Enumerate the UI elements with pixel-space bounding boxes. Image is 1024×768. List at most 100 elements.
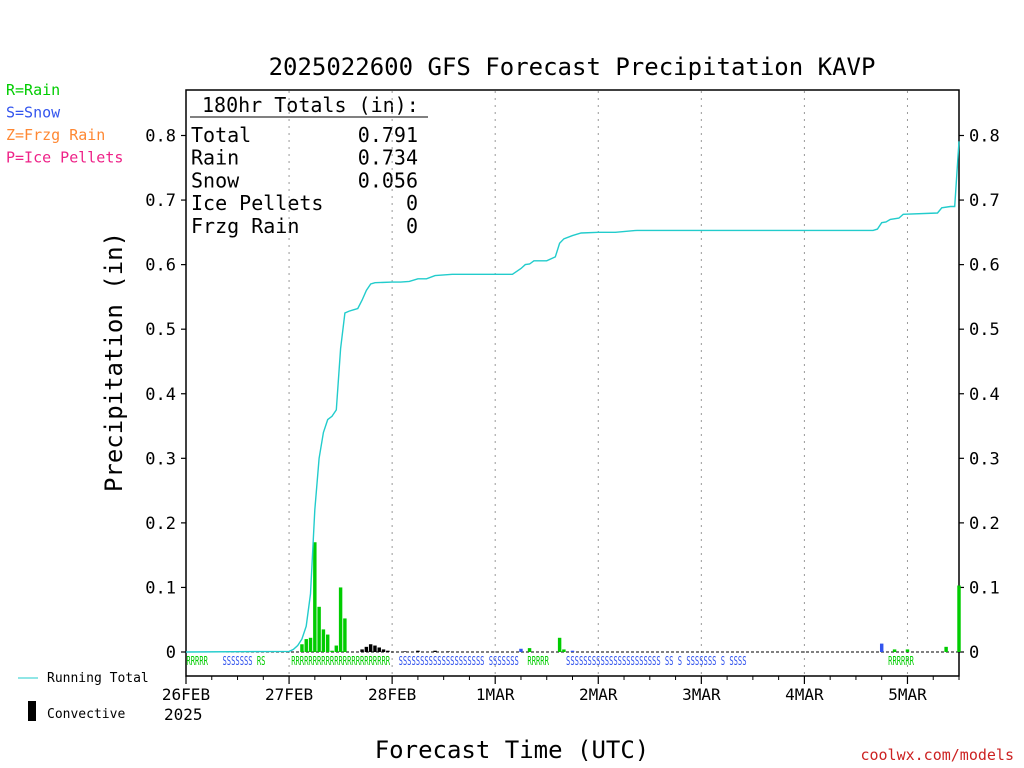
- y-tick-label-left: 0.7: [145, 191, 176, 211]
- totals-rows: Total 0.791 Rain 0.734 Snow 0.056 Ice Pellets 0…: [191, 123, 418, 238]
- y-tick-label-right: 0.4: [969, 385, 1000, 405]
- ptype-legend-z: Z=Frzg Rain: [6, 126, 105, 144]
- totals-value: 0.791: [358, 123, 418, 147]
- totals-value: 0.056: [358, 168, 418, 192]
- ptype-marker-text: SSSSSSS: [223, 654, 253, 668]
- credit-text: coolwx.com/models: [860, 746, 1014, 764]
- y-tick-label-left: 0.6: [145, 256, 176, 276]
- bottom-legend: Running Total Convective: [18, 671, 149, 722]
- precip-bar: [433, 650, 437, 652]
- precip-bar: [562, 649, 566, 652]
- precip-bar: [386, 650, 390, 652]
- y-tick-label-right: 0.2: [969, 514, 1000, 534]
- ptype-legend-s: S=Snow: [6, 104, 61, 122]
- precip-bars: [300, 542, 961, 652]
- precip-bar: [957, 585, 961, 652]
- chart-title: 2025022600 GFS Forecast Precipitation KA…: [269, 53, 876, 81]
- y-tick-label-left: 0.3: [145, 449, 176, 469]
- ptype-markers: RRRRR SSSSSSS RS RRRRRRRRRRRRRRRRRRRRRRR SSS…: [186, 654, 914, 668]
- precip-bar: [373, 645, 377, 652]
- ptype-marker-text: SS S SSSSSSS S SSSS: [665, 654, 747, 668]
- precip-bar: [308, 637, 313, 652]
- year-label: 2025: [164, 705, 203, 724]
- y-tick-label-left: 0.1: [145, 578, 176, 598]
- y-tick-label-right: 0.7: [969, 191, 1000, 211]
- totals-label: Snow: [191, 168, 240, 192]
- totals-value: 0: [406, 191, 418, 215]
- ptype-marker-text: RRRRRR: [888, 654, 914, 668]
- totals-label: Ice Pellets: [191, 191, 323, 215]
- precip-bar: [364, 646, 369, 652]
- precip-bar: [338, 587, 343, 652]
- running-total-legend-label: Running Total: [47, 671, 149, 686]
- precip-bar: [381, 649, 386, 652]
- x-tick-label: 1MAR: [476, 685, 515, 704]
- precip-bar: [321, 629, 326, 652]
- x-tick-label: 3MAR: [682, 685, 721, 704]
- ptype-marker-text: SSSSSSSSSSSSSSSSSSS: [399, 654, 481, 668]
- precip-bar: [330, 650, 334, 652]
- precip-bar: [343, 618, 347, 652]
- y-tick-label-left: 0.4: [145, 385, 176, 405]
- precip-bar: [446, 651, 450, 652]
- x-axis-label: Forecast Time (UTC): [375, 736, 650, 764]
- ptype-marker-text: SSSSSSSSSSSSSSSSSSSSSS: [566, 654, 661, 668]
- y-tick-label-left: 0: [166, 643, 176, 663]
- y-axis-label: Precipitation (in): [100, 232, 128, 492]
- y-tick-label-left: 0.8: [145, 127, 176, 147]
- plot-frame: [185, 89, 960, 677]
- totals-value: 0: [406, 214, 418, 238]
- convective-legend-label: Convective: [47, 707, 125, 722]
- precip-bar: [519, 648, 523, 652]
- totals-header: 180hr Totals (in):: [202, 93, 419, 117]
- y-tick-label-right: 0: [969, 643, 979, 663]
- convective-legend-swatch: [28, 701, 36, 721]
- ptype-legend-r: R=Rain: [6, 81, 60, 99]
- precip-bar: [403, 651, 407, 652]
- running-total-line: [185, 141, 960, 653]
- precip-bar: [304, 639, 308, 652]
- precip-bar: [317, 606, 321, 652]
- x-tick-label: 5MAR: [888, 685, 927, 704]
- precip-bar: [300, 644, 304, 652]
- precip-bar: [325, 634, 330, 652]
- y-tick-label-right: 0.3: [969, 449, 1000, 469]
- ptype-marker-text: S SSSSSSS: [480, 654, 519, 668]
- totals-label: Frzg Rain: [191, 214, 299, 238]
- precip-bar: [570, 650, 575, 652]
- totals-label: Rain: [191, 146, 239, 170]
- ptype-legend-p: P=Ice Pellets: [6, 149, 123, 167]
- precip-bar: [905, 649, 910, 652]
- x-axis: 26FEB 27FEB 28FEB 1MAR 2MAR 3MAR 4MAR 5MAR: [162, 676, 960, 704]
- precip-bar: [334, 645, 339, 652]
- precip-bar: [944, 646, 948, 652]
- precip-bar: [416, 650, 420, 652]
- y-tick-label-right: 0.6: [969, 256, 1000, 276]
- y-tick-label-right: 0.1: [969, 578, 1000, 598]
- precip-bar: [879, 643, 884, 652]
- ptype-marker-text: RRRRR: [186, 654, 208, 668]
- ptype-marker-text: RS: [257, 654, 266, 668]
- precip-bar: [313, 542, 317, 652]
- totals-label: Total: [191, 123, 251, 147]
- y-tick-label-left: 0.5: [145, 320, 176, 340]
- x-tick-label: 26FEB: [162, 685, 210, 704]
- precip-bar: [368, 644, 373, 652]
- y-tick-label-right: 0.5: [969, 320, 1000, 340]
- totals-box: 180hr Totals (in): Total 0.791 Rain 0.734 Sn…: [190, 93, 428, 238]
- x-tick-label: 2MAR: [579, 685, 618, 704]
- ptype-marker-text: RRRRR: [527, 654, 549, 668]
- totals-value: 0.734: [358, 146, 418, 170]
- x-tick-label: 4MAR: [785, 685, 824, 704]
- precip-bar: [527, 648, 532, 652]
- x-tick-label: 28FEB: [368, 685, 416, 704]
- precip-bar: [360, 649, 364, 652]
- x-tick-label: 27FEB: [265, 685, 313, 704]
- y-tick-label-right: 0.8: [969, 127, 1000, 147]
- precip-bar: [377, 647, 381, 652]
- precip-bar: [557, 637, 562, 652]
- ptype-legend: R=Rain S=Snow Z=Frzg Rain P=Ice Pellets: [6, 81, 123, 167]
- y-tick-label-left: 0.2: [145, 514, 176, 534]
- ptype-marker-text: RRRRRRRRRRRRRRRRRRRRRRR: [291, 654, 390, 668]
